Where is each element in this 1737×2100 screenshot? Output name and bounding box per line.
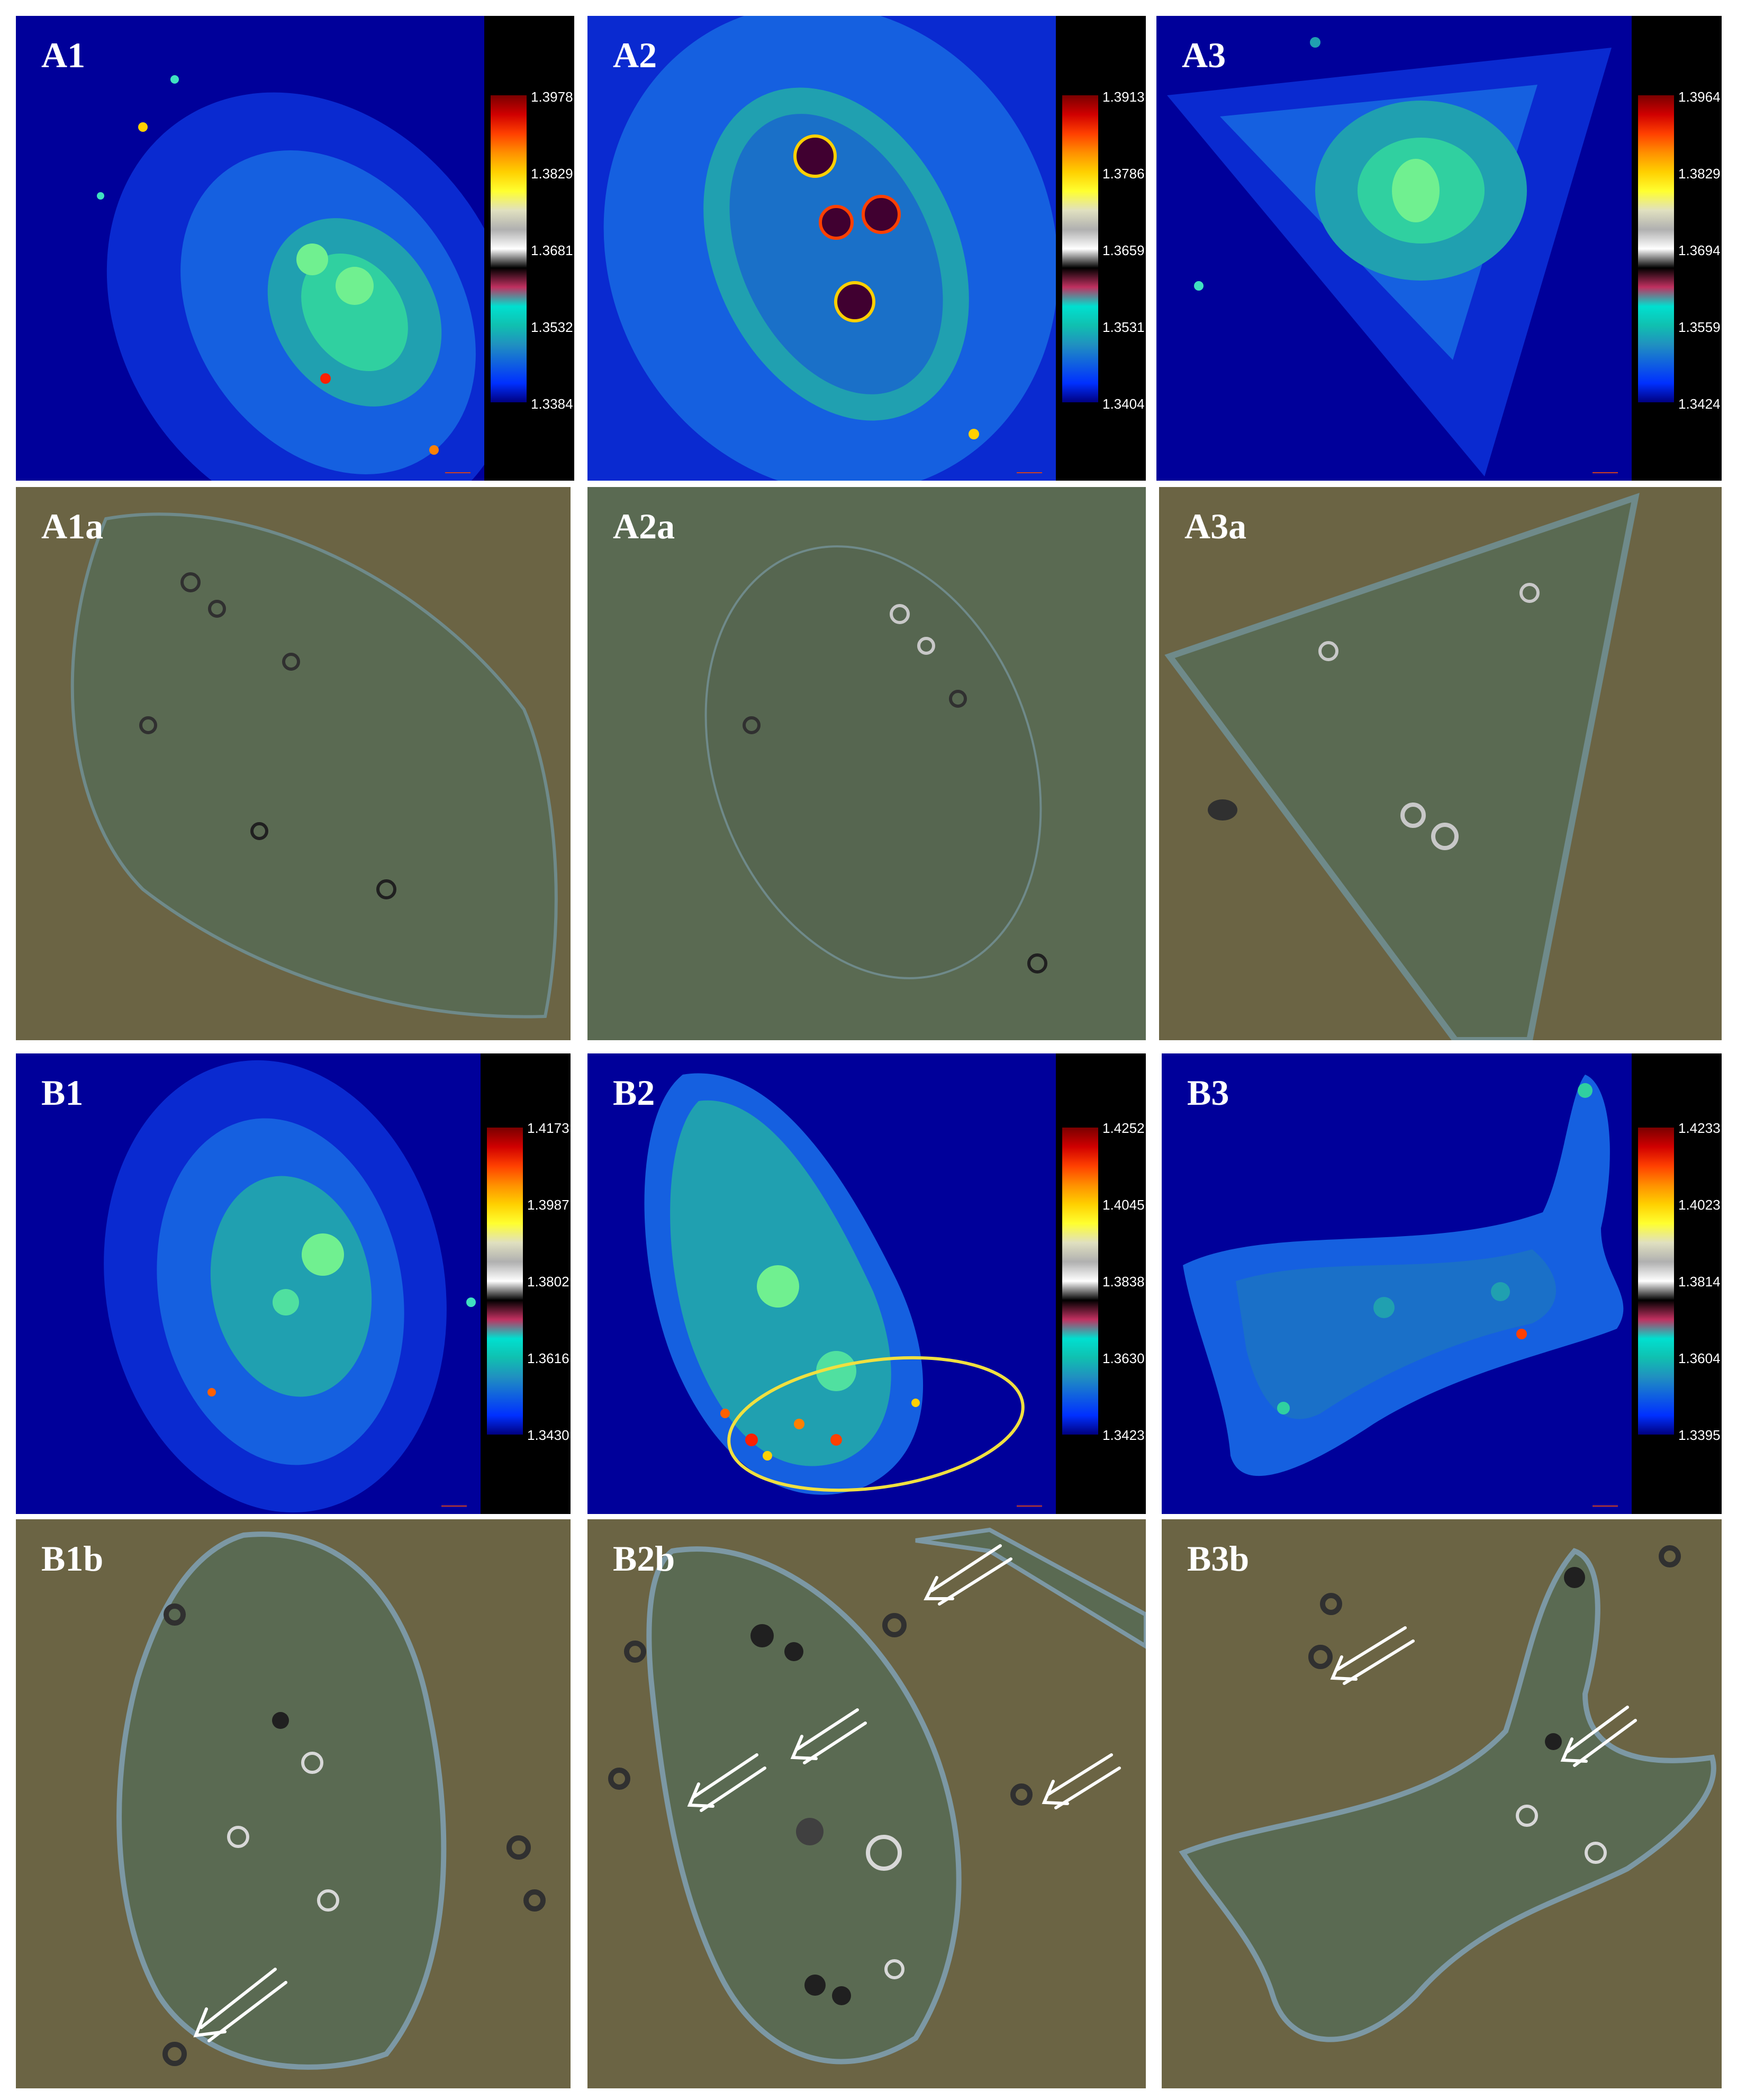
colorbar-tick: 1.4023 — [1678, 1197, 1721, 1213]
colorbar-tick: 1.3829 — [531, 166, 573, 182]
double-arrow — [924, 1544, 1012, 1606]
panel-B2: B2 1.4252 1.4045 1.3838 1.3630 1.3423 — [587, 1053, 1146, 1514]
panel-label: B2 — [613, 1072, 655, 1113]
panel-label: A1a — [41, 506, 104, 546]
cell-image — [608, 1527, 1146, 2065]
panel-label: A2 — [613, 35, 657, 75]
panel-B1b: B1b — [16, 1519, 571, 2088]
colorbar-tick: 1.3424 — [1678, 396, 1721, 412]
highlight-ellipse — [727, 1356, 1025, 1492]
colorbar-gradient — [1638, 1128, 1674, 1435]
colorbar-tick: 1.4045 — [1102, 1197, 1145, 1213]
panel-label: A2a — [613, 506, 675, 546]
colorbar-gradient — [1062, 95, 1098, 402]
colorbar-tick: 1.3630 — [1102, 1350, 1145, 1366]
double-arrow — [193, 1968, 287, 2042]
scale-bar — [441, 1499, 467, 1507]
cell-image — [1179, 1545, 1716, 2042]
colorbar-gradient — [491, 95, 527, 402]
colorbar-tick: 1.3786 — [1102, 166, 1145, 182]
colorbar-tick: 1.4173 — [527, 1120, 569, 1136]
colorbar-tick: 1.3987 — [527, 1197, 569, 1213]
panel-label: B3 — [1187, 1072, 1229, 1113]
double-arrow — [1042, 1753, 1121, 1809]
panel-label: B3b — [1187, 1538, 1250, 1579]
panel-label: A3a — [1184, 506, 1247, 546]
panel-A3: A3 1.3964 1.3829 1.3694 1.3559 1.3424 — [1156, 16, 1722, 481]
scale-bar — [1017, 1499, 1042, 1507]
arrow-annotations — [687, 1544, 1121, 1812]
double-arrow — [687, 1753, 766, 1812]
colorbar-tick: 1.3829 — [1678, 166, 1721, 182]
double-arrow — [1560, 1706, 1637, 1767]
colorbar: 1.4252 1.4045 1.3838 1.3630 1.3423 — [1056, 1053, 1146, 1514]
colorbar-tick: 1.3395 — [1678, 1427, 1721, 1443]
cell-image — [587, 487, 1146, 1040]
panel-label: A1 — [41, 35, 86, 75]
colorbar-tick: 1.3404 — [1102, 396, 1145, 412]
colorbar-tick: 1.3802 — [527, 1274, 569, 1290]
panel-label: B2b — [613, 1538, 675, 1579]
colorbar: 1.3978 1.3829 1.3681 1.3532 1.3384 — [484, 16, 574, 481]
colorbar-gradient — [1062, 1128, 1098, 1435]
panel-B3b: B3b — [1162, 1519, 1722, 2088]
double-arrow — [1330, 1626, 1415, 1685]
panel-A1a: A1a — [16, 487, 571, 1040]
cell-image — [97, 75, 518, 481]
scale-bar — [445, 466, 471, 473]
colorbar-tick: 1.3814 — [1678, 1274, 1721, 1290]
panel-label: B1b — [41, 1538, 104, 1579]
colorbar-tick: 1.3532 — [531, 319, 573, 335]
colorbar-gradient — [1638, 95, 1674, 402]
colorbar-gradient — [487, 1128, 523, 1435]
cell-image — [104, 1060, 476, 1513]
panel-label: B1 — [41, 1072, 84, 1113]
panel-B2b: B2b — [587, 1519, 1146, 2088]
panel-A3a: A3a — [1159, 487, 1722, 1040]
scale-bar — [1593, 1499, 1618, 1507]
panel-A2: A2 1.3913 1.3786 1.3659 1.3531 1.3404 — [587, 16, 1146, 481]
colorbar-tick: 1.3384 — [531, 396, 573, 412]
colorbar-tick: 1.3423 — [1102, 1427, 1145, 1443]
panel-A2a: A2a — [587, 487, 1146, 1040]
panel-A1: A1 1.3978 1.3829 1.3681 1.3532 1.3384 — [16, 16, 574, 481]
scale-bar — [1017, 466, 1042, 473]
colorbar-tick: 1.3681 — [531, 242, 573, 258]
cell-image — [1167, 37, 1612, 476]
cell-image — [644, 1073, 1025, 1495]
panel-B1: B1 1.4173 1.3987 1.3802 1.3616 1.3430 — [16, 1053, 571, 1514]
cell-image — [1183, 1075, 1624, 1476]
colorbar-tick: 1.3559 — [1678, 319, 1721, 335]
colorbar-tick: 1.3838 — [1102, 1274, 1145, 1290]
panel-B3: B3 1.4233 1.4023 1.3814 1.3604 1.3395 — [1162, 1053, 1722, 1514]
colorbar-tick: 1.3964 — [1678, 89, 1721, 105]
colorbar: 1.3964 1.3829 1.3694 1.3559 1.3424 — [1632, 16, 1722, 481]
scale-bar — [1593, 466, 1618, 473]
colorbar-tick: 1.3430 — [527, 1427, 569, 1443]
colorbar-tick: 1.3604 — [1678, 1350, 1721, 1366]
cell-image — [587, 16, 1059, 481]
arrow-annotations — [193, 1968, 287, 2042]
cell-image — [1164, 492, 1640, 1040]
colorbar-tick: 1.3978 — [531, 89, 573, 105]
colorbar-tick: 1.4233 — [1678, 1120, 1721, 1136]
colorbar: 1.4173 1.3987 1.3802 1.3616 1.3430 — [481, 1053, 571, 1514]
colorbar: 1.4233 1.4023 1.3814 1.3604 1.3395 — [1632, 1053, 1722, 1514]
colorbar: 1.3913 1.3786 1.3659 1.3531 1.3404 — [1056, 16, 1146, 481]
colorbar-tick: 1.3659 — [1102, 242, 1145, 258]
colorbar-tick: 1.4252 — [1102, 1120, 1145, 1136]
colorbar-tick: 1.3616 — [527, 1350, 569, 1366]
cell-image — [70, 512, 558, 1019]
arrow-annotations — [1330, 1626, 1637, 1767]
double-arrow — [790, 1708, 867, 1764]
colorbar-tick: 1.3913 — [1102, 89, 1145, 105]
colorbar-tick: 1.3531 — [1102, 319, 1145, 335]
cell-image — [116, 1531, 546, 2070]
panel-label: A3 — [1182, 35, 1226, 75]
colorbar-tick: 1.3694 — [1678, 242, 1721, 258]
